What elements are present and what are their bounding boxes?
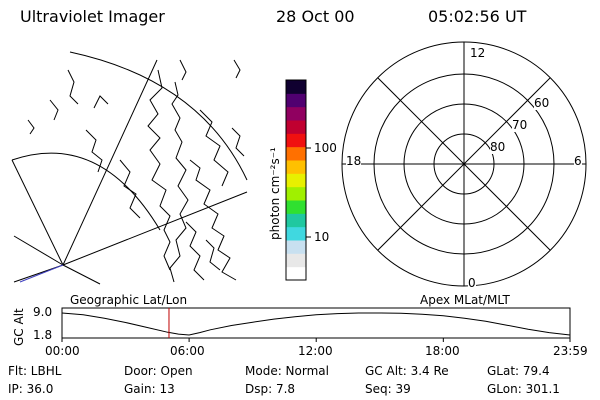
mlat-label-80: 80 — [490, 140, 506, 154]
colorbar-stripe — [286, 106, 306, 121]
coastline — [233, 59, 241, 79]
mlt-label-6: 6 — [574, 154, 582, 168]
coastline — [49, 99, 59, 121]
coastline — [169, 81, 189, 283]
coastline — [189, 159, 237, 281]
colorbar-stripe — [286, 240, 306, 254]
coastline — [119, 159, 141, 219]
colorbar-stripe — [286, 93, 306, 108]
geo-lat-arc-outer — [69, 51, 248, 181]
info-glon: GLon: 301.1 — [487, 382, 560, 396]
colorbar-stripe — [286, 253, 306, 268]
coastline — [85, 129, 103, 173]
colorbar-stripe — [286, 173, 306, 188]
coastline — [231, 127, 245, 157]
mlat-label-70: 70 — [512, 118, 528, 132]
info-flt: Flt: LBHL — [8, 364, 62, 378]
coastline — [147, 69, 171, 271]
altitude-ytick-bottom: 1.8 — [33, 328, 53, 342]
geo-meridian — [13, 235, 64, 266]
geo-meridian — [62, 59, 158, 266]
info-glat: GLat: 79.4 — [487, 364, 550, 378]
coastline — [199, 109, 229, 187]
altitude-xtick-2: 12:00 — [298, 344, 333, 358]
mlt-label-18: 18 — [346, 154, 362, 168]
coastline — [93, 95, 109, 109]
info-gcalt: GC Alt: 3.4 Re — [365, 364, 449, 378]
geo-panel-label: Geographic Lat/Lon — [70, 293, 188, 307]
mlat-label-60: 60 — [534, 96, 550, 110]
colorbar-stripe — [286, 133, 306, 148]
instrument-title: Ultraviolet Imager — [20, 7, 165, 26]
mlt-label-0: 0 — [468, 276, 476, 290]
colorbar-tick-100: 100 — [314, 141, 337, 155]
colorbar-stripe — [286, 186, 306, 201]
info-mode: Mode: Normal — [245, 364, 329, 378]
altitude-xtick-1: 06:00 — [170, 344, 205, 358]
geo-meridian — [62, 191, 248, 266]
geo-meridian — [62, 264, 101, 285]
polar-panel-label: Apex MLat/MLT — [420, 293, 510, 307]
coastline — [27, 119, 35, 135]
altitude-series-line — [61, 312, 571, 336]
geo-lat-arc-inner — [11, 152, 161, 231]
coastline — [67, 69, 79, 105]
info-door: Door: Open — [124, 364, 193, 378]
altitude-xtick-0: 00:00 — [45, 344, 80, 358]
coastline — [179, 59, 187, 81]
info-gain: Gain: 13 — [124, 382, 175, 396]
colorbar-stripe — [286, 226, 306, 241]
geo-meridian — [11, 159, 64, 266]
colorbar-stripe — [286, 266, 306, 281]
colorbar-stripe — [286, 80, 306, 94]
colorbar-stripe — [286, 200, 306, 214]
info-dsp: Dsp: 7.8 — [245, 382, 296, 396]
info-ip: IP: 36.0 — [8, 382, 54, 396]
altitude-ytick-top: 9.0 — [33, 305, 53, 319]
terminator-line — [19, 264, 64, 283]
colorbar-stripe — [286, 213, 306, 228]
date-label: 28 Oct 00 — [276, 7, 355, 26]
colorbar-stripe — [286, 120, 306, 134]
colorbar-tick-10: 10 — [314, 230, 330, 244]
altitude-xtick-3: 18:00 — [425, 344, 460, 358]
coastline — [185, 221, 205, 281]
coastline — [205, 239, 221, 271]
mlt-label-12: 12 — [470, 46, 486, 60]
info-seq: Seq: 39 — [365, 382, 411, 396]
altitude-ylabel: GC Alt — [12, 308, 26, 346]
altitude-xtick-4: 23:59 — [553, 344, 588, 358]
time-label: 05:02:56 UT — [428, 7, 527, 26]
colorbar-stripe — [286, 160, 306, 174]
colorbar-stripe — [286, 146, 306, 161]
polar-axis — [377, 77, 551, 251]
